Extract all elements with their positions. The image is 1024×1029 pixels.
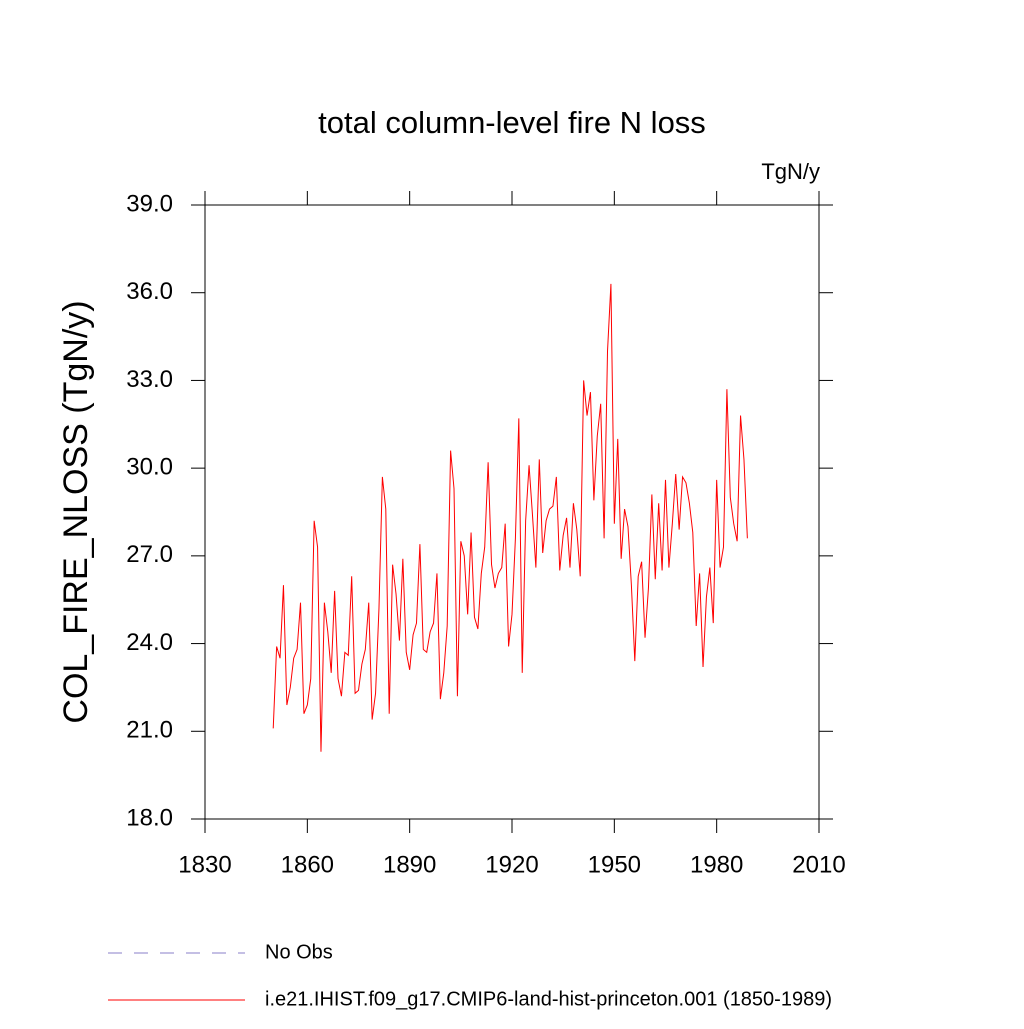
y-tick-label: 33.0: [126, 366, 173, 393]
chart-title: total column-level fire N loss: [318, 105, 706, 140]
x-tick-label: 1950: [588, 851, 641, 878]
legend-label: i.e21.IHIST.f09_g17.CMIP6-land-hist-prin…: [265, 988, 832, 1010]
y-tick-label: 24.0: [126, 629, 173, 656]
x-tick-label: 1830: [178, 851, 231, 878]
x-tick-label: 2010: [792, 851, 845, 878]
y-axis-label: COL_FIRE_NLOSS (TgN/y): [57, 300, 95, 723]
y-tick-label: 21.0: [126, 717, 173, 744]
chart-subtitle: TgN/y: [761, 159, 820, 184]
x-tick-label: 1890: [383, 851, 436, 878]
y-tick-label: 36.0: [126, 278, 173, 305]
y-tick-label: 18.0: [126, 804, 173, 831]
x-tick-label: 1860: [281, 851, 334, 878]
y-tick-label: 30.0: [126, 453, 173, 480]
x-tick-label: 1980: [690, 851, 743, 878]
y-tick-label: 39.0: [126, 190, 173, 217]
plot-frame: [204, 204, 820, 820]
data-line: [272, 283, 748, 752]
y-tick-label: 27.0: [126, 541, 173, 568]
x-tick-label: 1920: [485, 851, 538, 878]
legend-label: No Obs: [265, 941, 333, 963]
